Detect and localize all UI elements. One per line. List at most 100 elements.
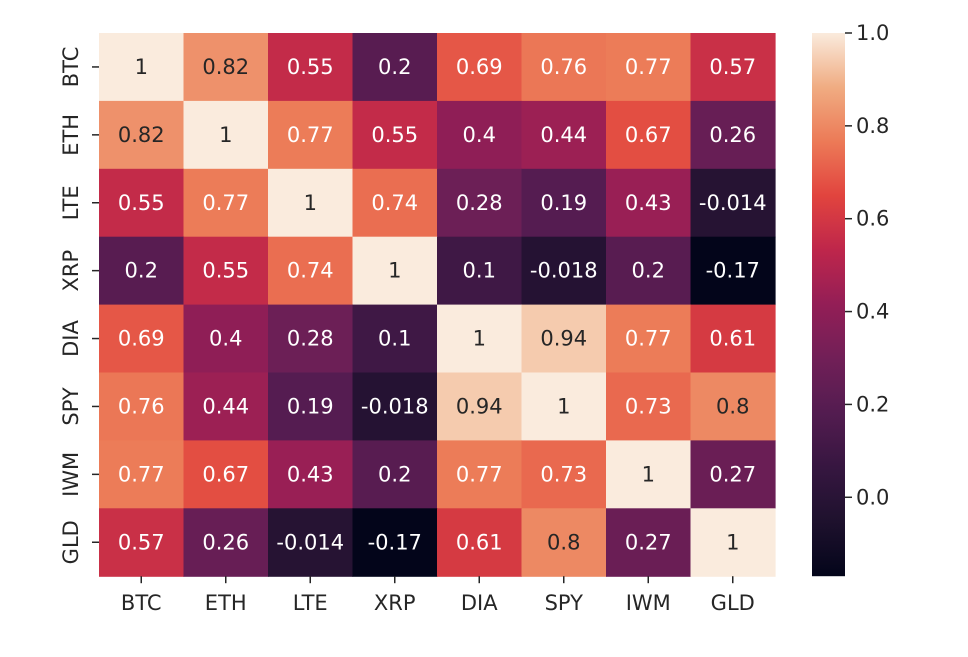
- heatmap-cell-eth-btc: [99, 100, 185, 170]
- colorbar-tick-label: 0.6: [856, 207, 889, 231]
- heatmap-cell-btc-lte: [268, 33, 354, 102]
- row-label-xrp: XRP: [59, 250, 83, 292]
- cell-value-label: -0.17: [368, 530, 422, 554]
- heatmap-cell-gld-xrp: [352, 508, 438, 577]
- cell-value-label: 0.77: [625, 55, 672, 79]
- heatmap-cell-eth-eth: [183, 100, 269, 170]
- cell-value-label: 0.19: [540, 191, 587, 215]
- heatmap-cell-lte-btc: [99, 168, 185, 238]
- cell-value-label: 0.69: [118, 327, 165, 351]
- heatmap-cell-lte-eth: [183, 168, 269, 238]
- cell-value-label: 0.55: [202, 259, 249, 283]
- cell-value-label: 0.94: [540, 327, 587, 351]
- heatmap-cell-gld-gld: [690, 508, 776, 577]
- cell-value-label: -0.014: [699, 191, 767, 215]
- cell-value-label: 0.43: [625, 191, 672, 215]
- cell-value-label: 0.77: [118, 462, 165, 486]
- row-label-dia: DIA: [59, 320, 83, 357]
- heatmap-cell-lte-xrp: [352, 168, 438, 238]
- heatmap-cell-xrp-btc: [99, 236, 185, 306]
- heatmap-cell-gld-iwm: [606, 508, 692, 577]
- cell-value-label: 0.73: [625, 394, 672, 418]
- heatmap-cell-xrp-spy: [521, 236, 607, 306]
- cell-value-label: 0.74: [371, 191, 418, 215]
- cell-value-label: 0.77: [625, 327, 672, 351]
- cell-value-label: 0.44: [202, 394, 249, 418]
- cell-value-label: 0.57: [709, 55, 756, 79]
- column-label-btc: BTC: [121, 591, 162, 615]
- heatmap-cell-iwm-btc: [99, 440, 185, 509]
- heatmap-cell-lte-gld: [690, 168, 776, 238]
- cell-value-label: -0.014: [276, 530, 344, 554]
- cell-value-label: 0.1: [378, 327, 411, 351]
- cell-value-label: 0.28: [287, 327, 334, 351]
- heatmap-cell-btc-iwm: [606, 33, 692, 102]
- heatmap-cell-btc-spy: [521, 33, 607, 102]
- column-label-lte: LTE: [293, 591, 328, 615]
- heatmap-cell-dia-iwm: [606, 304, 692, 374]
- cell-value-label: 0.2: [125, 259, 158, 283]
- cell-value-label: 1: [304, 191, 317, 215]
- heatmap-cell-dia-xrp: [352, 304, 438, 374]
- column-label-gld: GLD: [711, 591, 755, 615]
- cell-value-label: 0.74: [287, 259, 334, 283]
- cell-value-label: 0.77: [202, 191, 249, 215]
- cell-value-label: 0.55: [287, 55, 334, 79]
- cell-value-label: 0.55: [371, 123, 418, 147]
- cell-value-label: 0.67: [625, 123, 672, 147]
- heatmap-cell-lte-lte: [268, 168, 354, 238]
- heatmap-cell-spy-xrp: [352, 372, 438, 441]
- heatmap-cell-eth-iwm: [606, 100, 692, 170]
- heatmap-cell-eth-spy: [521, 100, 607, 170]
- cell-value-label: 0.28: [456, 191, 503, 215]
- row-label-btc: BTC: [59, 47, 83, 88]
- cell-value-label: -0.018: [530, 259, 598, 283]
- cell-value-label: -0.018: [361, 394, 429, 418]
- cell-value-label: 0.55: [118, 191, 165, 215]
- heatmap-cell-xrp-dia: [437, 236, 523, 306]
- heatmap-cell-dia-btc: [99, 304, 185, 374]
- heatmap-cell-spy-gld: [690, 372, 776, 441]
- cell-value-label: 1: [135, 55, 148, 79]
- cell-value-label: 0.2: [378, 462, 411, 486]
- row-label-eth: ETH: [59, 114, 83, 156]
- cell-value-label: 1: [557, 394, 570, 418]
- cell-value-label: 1: [473, 327, 486, 351]
- cell-value-label: 1: [219, 123, 232, 147]
- column-axis: BTC ETH LTE XRP DIA SPY IWM GLD: [121, 576, 755, 615]
- heatmap-cell-xrp-gld: [690, 236, 776, 306]
- heatmap-cell-gld-btc: [99, 508, 185, 577]
- colorbar-tick-label: 1.0: [856, 21, 889, 45]
- heatmap-cell-eth-dia: [437, 100, 523, 170]
- column-label-dia: DIA: [461, 591, 498, 615]
- colorbar-tick-label: 0.0: [856, 485, 889, 509]
- column-label-iwm: IWM: [626, 591, 671, 615]
- row-label-iwm: IWM: [59, 452, 83, 497]
- row-axis: BTC ETH LTE XRP DIA SPY IWM GLD: [59, 47, 99, 564]
- cell-value-label: 0.67: [202, 462, 249, 486]
- colorbar-tick-label: 0.8: [856, 114, 889, 138]
- heatmap-cell-btc-dia: [437, 33, 523, 102]
- heatmap-cell-eth-xrp: [352, 100, 438, 170]
- cell-value-label: 0.8: [547, 530, 580, 554]
- heatmap-cell-lte-dia: [437, 168, 523, 238]
- cell-value-label: 0.8: [716, 394, 749, 418]
- heatmap-cell-lte-spy: [521, 168, 607, 238]
- cell-value-label: 1: [726, 530, 739, 554]
- colorbar: [812, 33, 845, 577]
- cell-value-label: 0.27: [625, 530, 672, 554]
- cell-value-label: 0.76: [540, 55, 587, 79]
- heatmap-cell-xrp-xrp: [352, 236, 438, 306]
- cell-value-label: 0.76: [118, 394, 165, 418]
- cell-value-label: 0.82: [202, 55, 249, 79]
- row-label-gld: GLD: [59, 520, 83, 564]
- heatmap-cell-xrp-lte: [268, 236, 354, 306]
- heatmap-cell-spy-dia: [437, 372, 523, 441]
- cell-value-label: 0.4: [209, 327, 242, 351]
- cell-value-label: 0.61: [709, 327, 756, 351]
- heatmap-cell-dia-gld: [690, 304, 776, 374]
- heatmap-cell-btc-eth: [183, 33, 269, 102]
- cell-value-label: 0.77: [287, 123, 334, 147]
- cell-value-label: 0.73: [540, 462, 587, 486]
